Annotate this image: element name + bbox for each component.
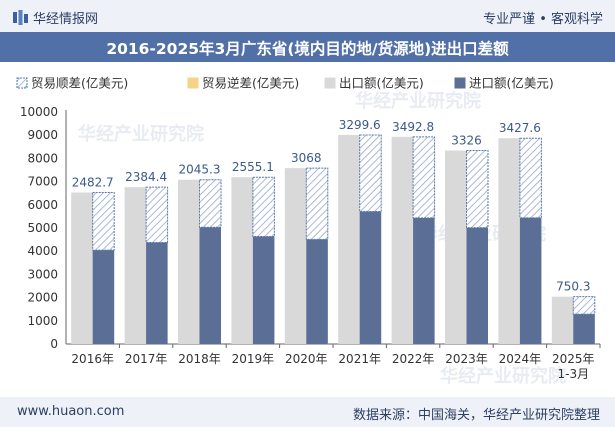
x-tick-label: 2016年 <box>71 352 114 366</box>
surplus-segment <box>412 136 436 219</box>
surplus-segment <box>519 137 542 219</box>
surplus-data-label: 3068 <box>291 151 322 165</box>
data-source: 数据来源：中国海关，华经产业研究院整理 <box>352 408 600 423</box>
y-tick-label: 6000 <box>27 198 58 212</box>
surplus-data-label: 3492.8 <box>392 120 434 134</box>
surplus-data-label: 2384.4 <box>125 170 167 184</box>
import-bar <box>359 211 382 344</box>
y-tick-label: 2000 <box>27 291 58 305</box>
x-tick-label: 2018年 <box>178 352 221 366</box>
legend-label: 贸易逆差(亿美元) <box>202 76 299 91</box>
import-bar <box>519 217 542 344</box>
surplus-data-label: 2555.1 <box>232 160 274 174</box>
import-bar <box>306 239 328 344</box>
legend-swatch <box>454 77 466 89</box>
y-tick-label: 5000 <box>27 221 58 235</box>
surplus-data-label: 3299.6 <box>339 118 381 132</box>
x-tick-label: 1-3月 <box>557 367 589 381</box>
watermark-text: 华经产业研究院 <box>78 123 204 145</box>
surplus-segment <box>145 186 169 243</box>
x-tick-label: 2017年 <box>125 352 168 366</box>
chart-title: 2016-2025年3月广东省(境内目的地/货源地)进出口差额 <box>106 40 509 58</box>
tagline: 专业严谨 • 客观科学 <box>483 12 603 27</box>
y-tick-label: 1000 <box>27 314 58 328</box>
bar-chart: 贸易顺差(亿美元) 贸易逆差(亿美元) 出口额(亿美元) 进口额(亿美元) 华经产业研… <box>16 76 601 387</box>
surplus-segment <box>305 167 329 240</box>
watermark-text: 华经产业研究院 <box>440 365 566 387</box>
surplus-data-label: 2045.3 <box>179 163 221 177</box>
legend-swatch <box>16 77 28 89</box>
x-tick-label: 2023年 <box>445 352 488 366</box>
surplus-segment <box>252 176 275 237</box>
logo-text: 华经情报网 <box>33 12 99 27</box>
y-tick-label: 10000 <box>20 105 58 119</box>
surplus-segment <box>199 179 222 228</box>
surplus-data-label: 750.3 <box>556 280 590 294</box>
logo: 华经情报网 <box>13 8 98 27</box>
import-bar <box>573 314 595 344</box>
import-bar <box>466 227 488 344</box>
footer-bar: www.huaon.com 数据来源：中国海关，华经产业研究院整理 <box>0 397 615 427</box>
x-tick-label: 2020年 <box>285 352 328 366</box>
legend-label: 出口额(亿美元) <box>339 76 424 91</box>
import-bar <box>199 227 221 344</box>
import-bar <box>92 250 115 344</box>
import-bar <box>146 242 168 344</box>
legend-swatch <box>324 77 336 89</box>
y-tick-label: 7000 <box>27 175 58 189</box>
y-tick-label: 8000 <box>27 151 58 165</box>
header-bar: 华经情报网 专业严谨 • 客观科学 <box>0 0 615 32</box>
surplus-segment <box>466 150 489 229</box>
y-tick-label: 4000 <box>27 244 58 258</box>
legend-swatch <box>187 77 199 89</box>
legend-label: 进口额(亿美元) <box>469 76 554 91</box>
import-bar <box>413 217 435 344</box>
legend-label: 贸易顺差(亿美元) <box>31 76 128 91</box>
surplus-segment <box>92 192 115 251</box>
logo-icon <box>13 10 28 25</box>
surplus-segment <box>572 296 596 315</box>
title-bar: 2016-2025年3月广东省(境内目的地/货源地)进出口差额 <box>0 32 615 62</box>
x-tick-label: 2024年 <box>499 352 542 366</box>
surplus-data-label: 3427.6 <box>499 121 541 135</box>
y-tick-label: 3000 <box>27 267 58 281</box>
x-tick-label: 2019年 <box>232 352 275 366</box>
x-tick-label: 2021年 <box>338 352 381 366</box>
x-tick-label: 2022年 <box>392 352 435 366</box>
watermark-text: 华经产业研究院 <box>355 90 481 112</box>
x-tick-label: 2025年 <box>552 352 595 366</box>
surplus-data-label: 3326 <box>451 134 482 148</box>
import-bar <box>252 236 275 344</box>
surplus-segment <box>359 134 382 213</box>
y-tick-label: 9000 <box>27 128 58 142</box>
y-tick-label: 0 <box>50 337 58 351</box>
surplus-data-label: 2482.7 <box>72 176 114 190</box>
site-url: www.huaon.com <box>17 404 125 419</box>
